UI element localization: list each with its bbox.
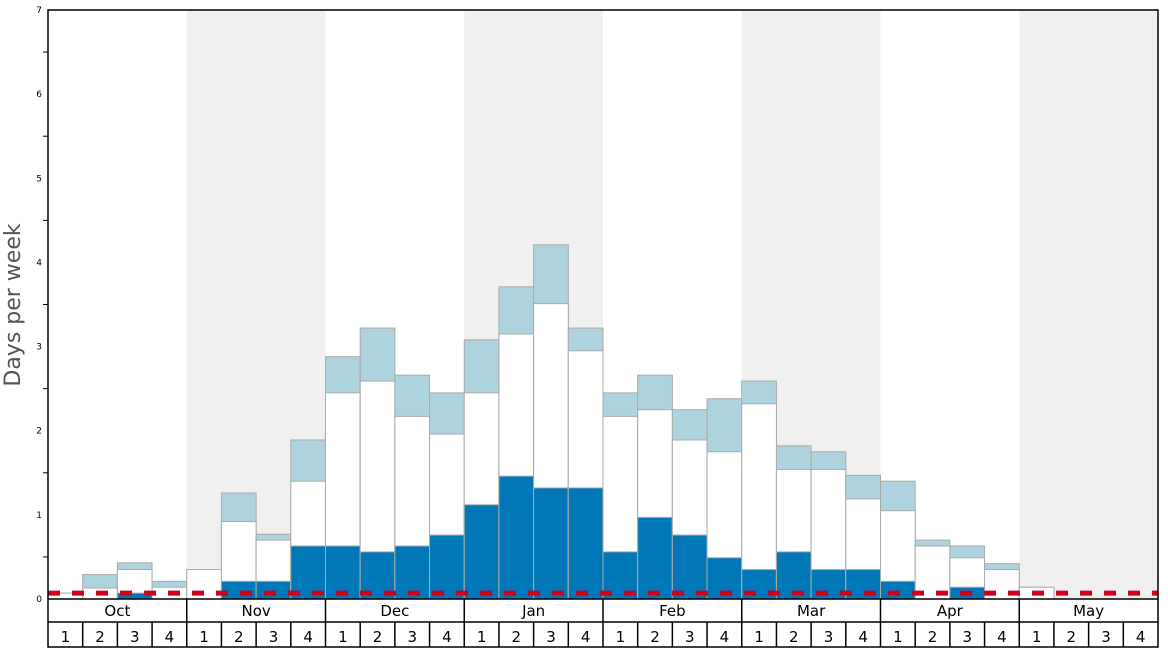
- week-label: 4: [303, 628, 313, 646]
- month-label-may: May: [1073, 602, 1104, 620]
- y-tick-label: 3: [36, 343, 42, 353]
- week-label: 1: [338, 628, 348, 646]
- y-tick-label: 1: [36, 511, 42, 521]
- bar-bottom-segment: [255, 580, 292, 600]
- y-axis-label: Days per week: [1, 223, 26, 386]
- month-label-mar: Mar: [797, 602, 826, 620]
- week-label: 2: [373, 628, 383, 646]
- week-label: 1: [754, 628, 764, 646]
- y-tick-label: 7: [36, 6, 42, 16]
- bar-bottom-segment: [498, 475, 535, 600]
- month-label-apr: Apr: [937, 602, 964, 620]
- week-label: 4: [581, 628, 591, 646]
- y-tick-label: 5: [36, 174, 42, 184]
- month-shade-may: [1019, 10, 1158, 599]
- week-label: 4: [442, 628, 452, 646]
- bars: [47, 244, 1055, 600]
- week-label: 2: [95, 628, 105, 646]
- week-label: 4: [1136, 628, 1146, 646]
- month-label-nov: Nov: [241, 602, 270, 620]
- y-tick-label: 4: [36, 258, 42, 268]
- bar-bottom-segment: [290, 545, 326, 600]
- bar-bottom-segment: [637, 516, 673, 600]
- week-label: 1: [1032, 628, 1042, 646]
- week-label: 3: [1101, 628, 1111, 646]
- month-label-jan: Jan: [521, 602, 545, 620]
- week-label: 1: [61, 628, 71, 646]
- week-label: 2: [928, 628, 938, 646]
- bar-bottom-segment: [671, 534, 708, 600]
- bar-bottom-segment: [220, 580, 257, 600]
- y-tick-label: 2: [36, 427, 42, 437]
- month-label-feb: Feb: [659, 602, 686, 620]
- week-label: 1: [893, 628, 903, 646]
- week-label: 4: [858, 628, 868, 646]
- week-label: 3: [269, 628, 279, 646]
- month-label-dec: Dec: [380, 602, 409, 620]
- week-label: 2: [512, 628, 522, 646]
- week-label: 4: [165, 628, 175, 646]
- bar-bottom-segment: [463, 504, 500, 600]
- week-label: 3: [546, 628, 556, 646]
- y-tick-label: 0: [36, 595, 42, 605]
- week-label: 3: [685, 628, 695, 646]
- axes: 0 1 2 3 4 5 6 7 Oct 1 2 3 4 Nov 1 2 3 4 Dec 1 2 3 4 Jan 1 2 3 4 Feb 1…: [36, 6, 1159, 648]
- bar-bottom-segment: [533, 487, 569, 600]
- month-label-oct: Oct: [104, 602, 130, 620]
- week-label: 1: [199, 628, 209, 646]
- week-label: 2: [650, 628, 660, 646]
- week-label: 1: [616, 628, 626, 646]
- week-label: 4: [720, 628, 730, 646]
- week-label: 1: [477, 628, 487, 646]
- week-label: 2: [234, 628, 244, 646]
- bar-middle-segment: [914, 545, 951, 600]
- bar-bottom-segment: [429, 534, 465, 600]
- week-label: 2: [1067, 628, 1077, 646]
- bar-bottom-segment: [880, 580, 916, 600]
- week-label: 3: [962, 628, 972, 646]
- bar-bottom-segment: [567, 487, 604, 600]
- week-label: 3: [407, 628, 417, 646]
- week-label: 3: [130, 628, 140, 646]
- week-label: 2: [789, 628, 799, 646]
- week-label: 4: [997, 628, 1007, 646]
- y-tick-label: 6: [36, 90, 42, 100]
- week-label: 3: [824, 628, 834, 646]
